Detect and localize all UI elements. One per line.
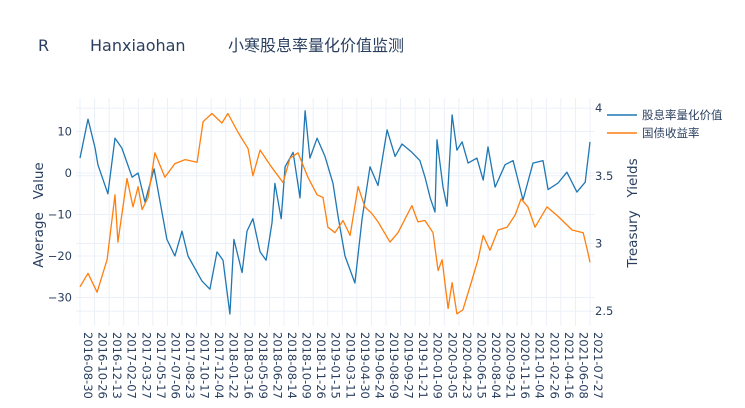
y2-tick-label: 3.5 [595, 169, 613, 183]
y-tick-label: −30 [48, 291, 72, 305]
y-tick-label: 10 [57, 125, 72, 139]
x-tick-label: 2020-11-16 [518, 332, 532, 399]
x-tick-label: 2018-10-09 [300, 332, 314, 399]
x-tick-label: 2017-08-23 [183, 332, 197, 399]
x-tick-label: 2018-08-14 [285, 332, 299, 399]
legend-item-label: 股息率量化价值 [642, 108, 723, 122]
x-tick-label: 2020-01-09 [431, 332, 445, 399]
x-tick-label: 2020-04-23 [460, 332, 474, 399]
y-axis-right: 2.5 3 3.5 4 [595, 101, 613, 318]
x-tick-label: 2017-03-27 [139, 332, 153, 399]
x-tick-label: 2018-05-09 [256, 332, 270, 399]
x-tick-label: 2020-03-05 [445, 332, 459, 399]
x-tick-label: 2021-04-16 [562, 332, 576, 399]
x-tick-label: 2018-03-16 [241, 332, 255, 399]
x-tick-label: 2021-07-27 [591, 332, 605, 399]
x-tick-label: 2017-12-04 [212, 332, 226, 399]
legend-item-label: 国债收益率 [642, 126, 700, 140]
y2-tick-label: 2.5 [595, 304, 613, 318]
x-axis: 2016-08-30 2016-10-26 2016-12-13 2017-02-07… [81, 332, 605, 399]
series-line-yield [79, 112, 591, 315]
title-part-author: Hanxiaohan [90, 36, 186, 55]
chart-title: R Hanxiaohan 小寒股息率量化价值监测 [38, 36, 404, 55]
x-tick-label: 2017-02-07 [125, 332, 139, 399]
y-tick-label: −10 [48, 208, 72, 222]
x-tick-label: 2018-11-26 [314, 332, 328, 399]
x-tick-label: 2019-03-11 [343, 332, 357, 399]
y-axis-left: −30 −20 −10 0 10 [48, 125, 72, 305]
y2-tick-label: 3 [595, 236, 602, 250]
x-tick-label: 2020-08-04 [489, 332, 503, 399]
x-tick-label: 2020-06-15 [474, 332, 488, 399]
x-tick-label: 2020-09-21 [504, 332, 518, 399]
x-tick-label: 2017-10-17 [198, 332, 212, 399]
x-tick-label: 2021-06-08 [576, 332, 590, 399]
x-tick-label: 2018-06-27 [270, 332, 284, 399]
x-tick-label: 2016-12-13 [110, 332, 124, 399]
y2-axis-title: Treasury Yields [625, 158, 641, 268]
series-line-value [79, 110, 591, 315]
x-tick-label: 2019-08-09 [387, 332, 401, 399]
x-tick-label: 2021-02-26 [547, 332, 561, 399]
x-tick-label: 2019-11-21 [416, 332, 430, 399]
y-axis-title: Average Value [31, 162, 47, 267]
x-tick-label: 2019-09-27 [402, 332, 416, 399]
x-tick-label: 2016-10-26 [96, 332, 110, 399]
y2-tick-label: 4 [595, 101, 602, 115]
x-tick-label: 2019-06-24 [372, 332, 386, 399]
title-part-r: R [38, 36, 49, 55]
x-tick-label: 2016-08-30 [81, 332, 95, 399]
x-tick-label: 2018-01-22 [227, 332, 241, 399]
x-tick-label: 2017-05-17 [154, 332, 168, 399]
y-tick-label: 0 [65, 166, 72, 180]
x-tick-label: 2019-01-15 [329, 332, 343, 399]
x-tick-label: 2021-01-04 [533, 332, 547, 399]
title-part-name: 小寒股息率量化价值监测 [228, 36, 404, 55]
y-tick-label: −20 [48, 249, 72, 263]
x-tick-label: 2019-04-30 [358, 332, 372, 399]
plot-area[interactable] [79, 110, 591, 315]
x-tick-label: 2017-07-06 [168, 332, 182, 399]
